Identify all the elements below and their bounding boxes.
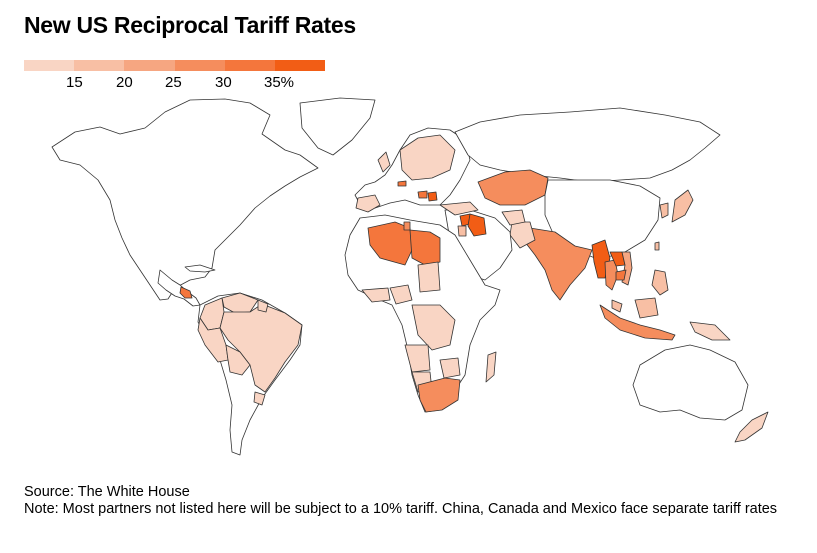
new-guinea-land xyxy=(689,321,731,341)
country-switzerland xyxy=(397,180,407,187)
country-afghanistan xyxy=(501,209,526,226)
country-libya xyxy=(409,229,441,266)
china-land xyxy=(544,179,661,259)
greenland-land xyxy=(299,97,376,156)
country-serbia xyxy=(427,191,438,202)
legend-swatch xyxy=(224,60,275,71)
world-map xyxy=(51,97,769,456)
cuba-land xyxy=(184,264,216,273)
color-legend: 15 20 25 30 35% xyxy=(24,60,326,91)
country-chad xyxy=(417,261,441,293)
country-korea xyxy=(659,202,669,219)
note-text: Note: Most partners not listed here will… xyxy=(24,501,778,517)
legend-swatch xyxy=(274,60,326,71)
country-indonesia xyxy=(599,304,676,341)
country-angola xyxy=(404,344,431,373)
legend-label: 30 xyxy=(215,74,232,91)
country-malaysia xyxy=(611,299,623,313)
country-tunisia xyxy=(403,221,411,231)
country-japan xyxy=(671,189,694,223)
country-taiwan xyxy=(654,241,660,251)
country-uruguay xyxy=(253,391,266,406)
country-bolivia xyxy=(225,344,251,376)
footer: Source: The White House Note: Most partn… xyxy=(24,484,804,518)
country-turkey xyxy=(439,201,479,216)
legend-swatch xyxy=(174,60,225,71)
country-zimbabwe xyxy=(439,357,461,379)
legend-swatch xyxy=(74,60,125,71)
north-america-land xyxy=(51,98,319,301)
country-west-africa xyxy=(361,287,391,303)
country-brazil xyxy=(219,303,303,393)
legend-bar xyxy=(24,60,326,71)
country-spain xyxy=(355,194,381,213)
russia-land xyxy=(454,107,721,183)
source-text: Source: The White House xyxy=(24,484,190,500)
country-india xyxy=(524,227,593,301)
country-central-africa xyxy=(411,304,456,351)
country-algeria xyxy=(367,221,413,266)
country-guyana xyxy=(257,299,269,313)
legend-label: 35% xyxy=(264,74,295,91)
country-philippines xyxy=(651,269,669,296)
legend-labels: 15 20 25 30 35% xyxy=(24,71,325,91)
australia-land xyxy=(632,344,749,421)
legend-swatch xyxy=(24,60,75,71)
legend-label: 25 xyxy=(165,74,182,91)
country-uk xyxy=(377,151,391,173)
country-nicaragua xyxy=(179,286,193,299)
country-new-zealand xyxy=(734,411,769,443)
chart-title: New US Reciprocal Tariff Rates xyxy=(24,12,356,38)
country-madagascar xyxy=(485,351,497,383)
country-jordan xyxy=(457,225,467,237)
country-eu-north xyxy=(399,134,456,181)
country-cambodia xyxy=(615,269,627,281)
legend-swatch xyxy=(124,60,175,71)
legend-label: 15 xyxy=(66,74,83,91)
country-bosnia xyxy=(417,190,428,199)
legend-label: 20 xyxy=(116,74,133,91)
country-iraq xyxy=(467,213,487,237)
country-indonesia-borneo xyxy=(634,297,659,319)
country-nigeria xyxy=(389,284,413,305)
country-south-africa xyxy=(417,377,461,413)
country-kazakhstan xyxy=(477,169,549,206)
